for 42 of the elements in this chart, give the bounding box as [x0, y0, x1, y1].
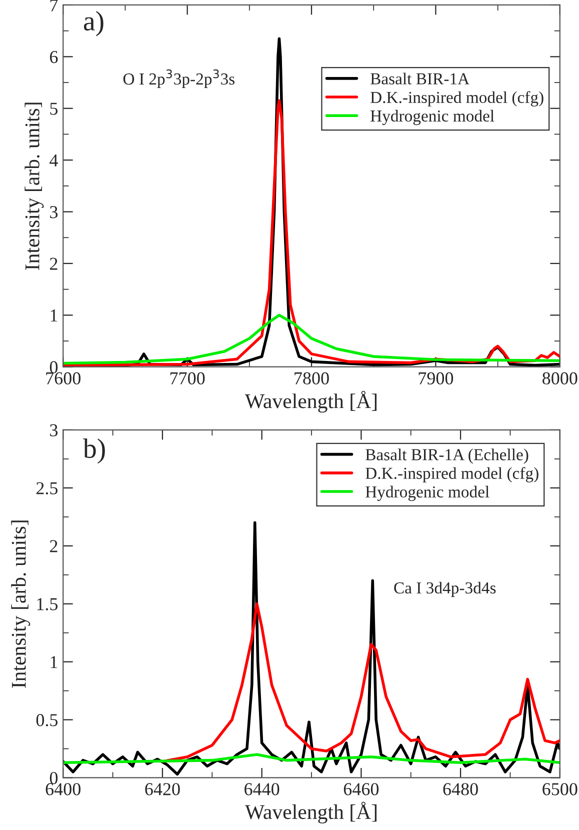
y-tick-label: 2.5 — [36, 482, 58, 494]
y-tick-label: 0 — [50, 361, 58, 374]
y-tick-label: 3 — [50, 206, 58, 218]
y-axis-title: Intensity [arb. units] — [24, 102, 44, 270]
x-tick-label: 7900 — [418, 372, 454, 384]
y-tick-label: 1 — [50, 310, 58, 322]
legend-label: Basalt BIR-1A — [370, 72, 470, 84]
annotation: O I 2p$^{3}$3p-2p$^{3}$3s — [123, 69, 234, 88]
y-tick-label: 0.5 — [36, 714, 58, 726]
y-tick-label: 4 — [50, 154, 58, 166]
line-series — [161, 602, 560, 763]
y-tick-label: 0 — [50, 772, 58, 784]
x-tick-label: 6400 — [46, 783, 80, 796]
y-tick-label: 2 — [50, 258, 58, 270]
x-tick-label: 6480 — [443, 783, 478, 796]
legend-label: D.K.-inspired model (cfg) — [366, 467, 538, 482]
y-axis-title: Intensity [arb. units] — [11, 520, 30, 688]
y-tick-label: 2 — [50, 540, 58, 552]
x-tick-label: 6420 — [145, 783, 180, 796]
x-tick-label: 7800 — [294, 372, 329, 384]
x-tick-label: 6460 — [344, 783, 379, 796]
y-tick-label: 1 — [50, 656, 58, 668]
y-tick-label: 3 — [50, 424, 58, 436]
x-tick-label: 7600 — [46, 372, 80, 384]
x-tick-label: 6440 — [244, 783, 280, 796]
y-tick-label: 1.5 — [37, 598, 58, 610]
y-tick-label: 6 — [50, 50, 58, 64]
annotation: Ca I 3d4p-3d4s — [394, 582, 496, 597]
x-axis-title: Wavelength [Å] — [244, 802, 377, 824]
annotation: b) — [82, 438, 105, 464]
annotation: a) — [84, 11, 104, 36]
y-tick-label: 5 — [50, 102, 58, 115]
x-tick-label: 6500 — [542, 783, 578, 796]
x-axis-title: Wavelength [Å] — [244, 390, 377, 413]
line-series — [63, 753, 560, 764]
legend-label: D.K.-inspired model (cfg) — [370, 91, 544, 106]
line-series — [63, 314, 560, 365]
x-tick-label: 7700 — [170, 372, 205, 384]
x-tick-label: 8000 — [542, 372, 578, 384]
legend-label: Hydrogenic model — [366, 486, 490, 501]
legend-label: Hydrogenic model — [370, 110, 494, 126]
legend-label: Basalt BIR-1A (Echelle) — [366, 448, 528, 464]
